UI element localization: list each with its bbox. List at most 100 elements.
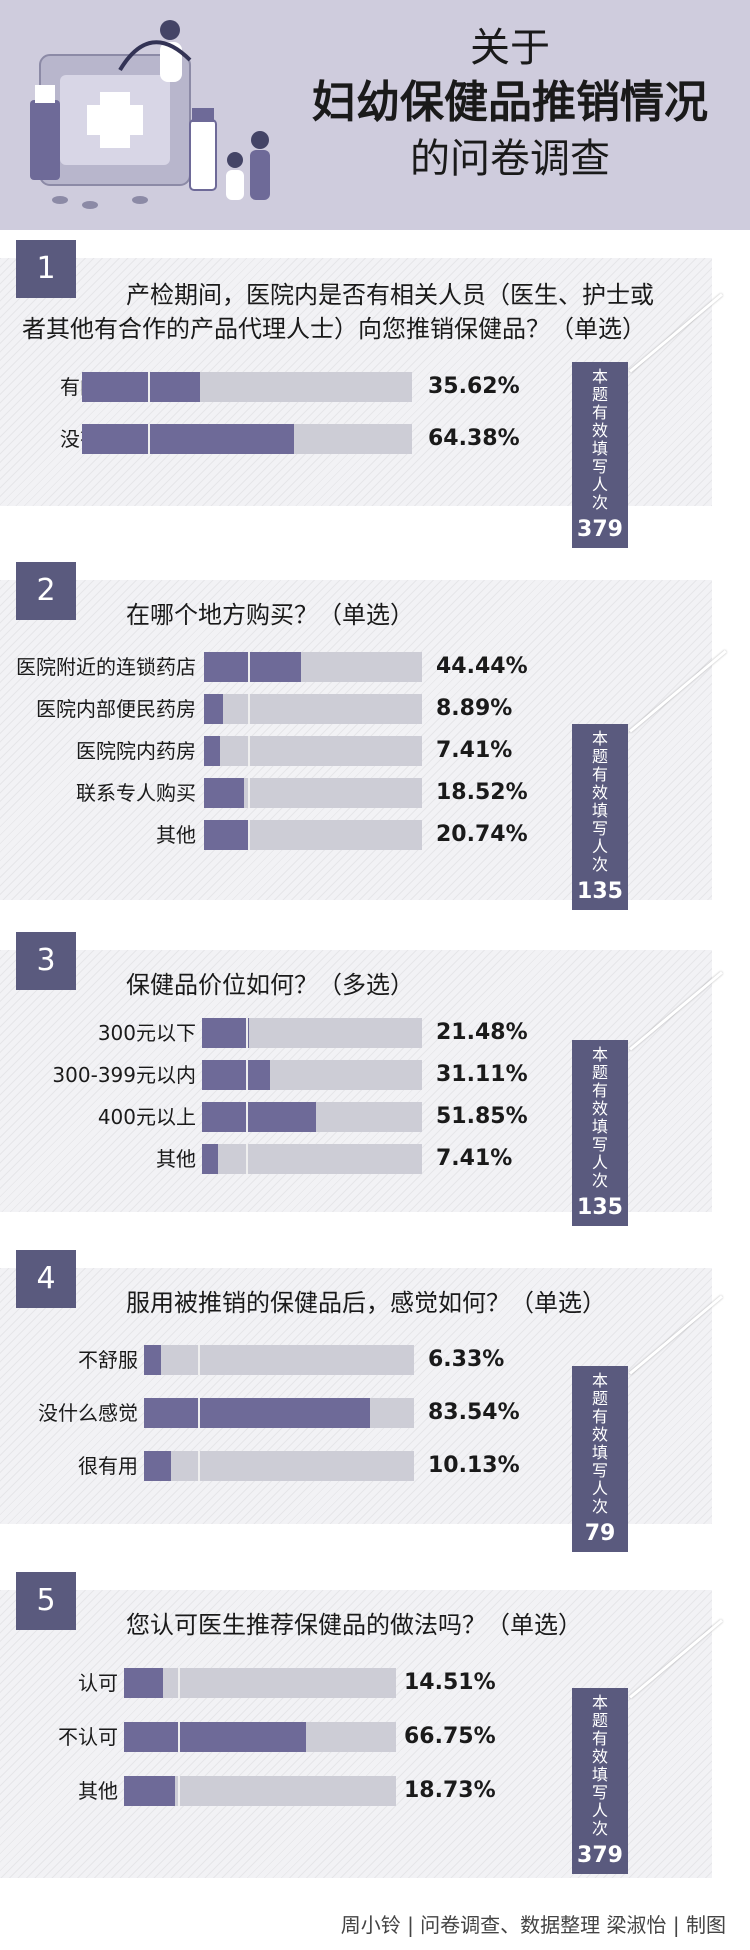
bar-track: [124, 1776, 396, 1806]
response-count-box: 本题有效填写人次 79: [572, 1366, 628, 1552]
bar-value-label: 21.48%: [436, 1020, 528, 1045]
bar-track: [144, 1345, 414, 1375]
bar-tick: [198, 1451, 200, 1481]
bar-tick: [246, 1018, 248, 1048]
question-text: 服用被推销的保健品后，感觉如何？（单选）: [126, 1289, 606, 1317]
bar-tick: [148, 372, 150, 402]
bar: [204, 778, 245, 808]
bar-tick: [247, 736, 250, 766]
bar-category-label: 不认可: [58, 1725, 118, 1749]
bar-value-label: 18.52%: [436, 780, 528, 805]
response-count-box: 本题有效填写人次 379: [572, 1688, 628, 1874]
bar-track: [204, 778, 422, 808]
bar-value-label: 14.51%: [404, 1670, 496, 1695]
bar-track: [144, 1451, 414, 1481]
bar-category-label: 联系专人购买: [76, 781, 196, 805]
bar-tick: [247, 694, 250, 724]
bar: [124, 1776, 175, 1806]
question-text: 产检期间，医院内是否有相关人员（医生、护士或者其他有合作的产品代理人士）向您推销…: [22, 281, 654, 343]
bar-tick: [148, 424, 150, 454]
bar-tick: [198, 1345, 200, 1375]
footer-credit: 周小铃 | 问卷调查、数据整理 梁淑怡 | 制图: [0, 1900, 750, 1950]
response-count-label: 本题有效填写人次: [591, 1693, 608, 1838]
bar-value-label: 18.73%: [404, 1778, 496, 1803]
bar-track: [144, 1398, 414, 1428]
bar: [124, 1668, 164, 1698]
bar: [82, 372, 200, 402]
bar: [204, 820, 250, 850]
bar-track: [204, 736, 422, 766]
bar-track: [82, 372, 412, 402]
bar-category-label: 其他: [156, 1147, 196, 1171]
bar: [204, 736, 221, 766]
response-count-box: 本题有效填写人次 379: [572, 362, 628, 548]
response-count-box: 本题有效填写人次 135: [572, 724, 628, 910]
bar-value-label: 7.41%: [436, 1146, 513, 1171]
title-line-3: 的问卷调查: [410, 136, 610, 182]
bar-category-label: 其他: [78, 1779, 118, 1803]
bar-value-label: 83.54%: [428, 1400, 520, 1425]
response-count-value: 379: [577, 517, 623, 542]
bar-category-label: 医院附近的连锁药店: [16, 655, 196, 679]
response-count-label: 本题有效填写人次: [591, 1371, 608, 1516]
bar-tick: [247, 820, 250, 850]
bar-category-label: 300元以下: [97, 1021, 196, 1045]
health-products-illustration: [30, 20, 270, 209]
response-count-value: 79: [584, 1521, 616, 1546]
bar-value-label: 51.85%: [436, 1104, 528, 1129]
bar: [124, 1722, 306, 1752]
question-text: 保健品价位如何？（多选）: [126, 971, 414, 999]
bar-category-label: 没什么感觉: [38, 1401, 138, 1425]
bar-track: [204, 820, 422, 850]
response-count-value: 379: [577, 1843, 623, 1868]
title-line-2: 妇幼保健品推销情况: [312, 77, 708, 128]
bar-tick: [246, 1144, 248, 1174]
bar-value-label: 20.74%: [436, 822, 528, 847]
bar-tick: [247, 778, 250, 808]
bar-track: [124, 1722, 396, 1752]
bar: [204, 694, 224, 724]
bar: [202, 1018, 250, 1048]
bar-tick: [178, 1668, 181, 1698]
bar-track: [204, 652, 422, 682]
bar-category-label: 其他: [156, 823, 196, 847]
bar-value-label: 31.11%: [436, 1062, 528, 1087]
bar-track: [202, 1018, 422, 1048]
response-count-value: 135: [577, 1195, 623, 1220]
bar-category-label: 300-399元以内: [52, 1063, 196, 1087]
page-title: 关于 妇幼保健品推销情况 的问卷调查: [300, 22, 720, 186]
bar-category-label: 不舒服: [78, 1348, 138, 1372]
header-banner: 关于 妇幼保健品推销情况 的问卷调查: [0, 0, 750, 230]
response-count-label: 本题有效填写人次: [591, 1045, 608, 1190]
bar-category-label: 医院内部便民药房: [36, 697, 196, 721]
bar-track: [82, 424, 412, 454]
bar-tick: [178, 1776, 181, 1806]
bar-tick: [246, 1060, 248, 1090]
response-count-value: 135: [577, 879, 623, 904]
bar-track: [202, 1060, 422, 1090]
response-count-box: 本题有效填写人次 135: [572, 1040, 628, 1226]
bar-value-label: 64.38%: [428, 426, 520, 451]
bar-tick: [178, 1722, 181, 1752]
question-number-badge: 5: [16, 1572, 76, 1630]
question-text: 您认可医生推荐保健品的做法吗？（单选）: [126, 1611, 582, 1639]
bar-value-label: 66.75%: [404, 1724, 496, 1749]
question-text: 在哪个地方购买？（单选）: [126, 601, 414, 629]
bar-value-label: 8.89%: [436, 696, 513, 721]
bar-track: [124, 1668, 396, 1698]
title-line-1: 关于: [470, 25, 550, 71]
question-number-badge: 3: [16, 932, 76, 990]
bar-tick: [246, 1102, 248, 1132]
bar: [202, 1102, 317, 1132]
bar: [202, 1144, 219, 1174]
bar-track: [204, 694, 422, 724]
bar-value-label: 10.13%: [428, 1453, 520, 1478]
response-count-label: 本题有效填写人次: [591, 367, 608, 512]
bar-category-label: 医院院内药房: [76, 739, 196, 763]
bar: [144, 1451, 172, 1481]
bar-value-label: 44.44%: [436, 654, 528, 679]
bar-value-label: 7.41%: [436, 738, 513, 763]
question-number-badge: 1: [16, 240, 76, 298]
bar-category-label: 认可: [78, 1671, 118, 1695]
bar-track: [202, 1102, 422, 1132]
